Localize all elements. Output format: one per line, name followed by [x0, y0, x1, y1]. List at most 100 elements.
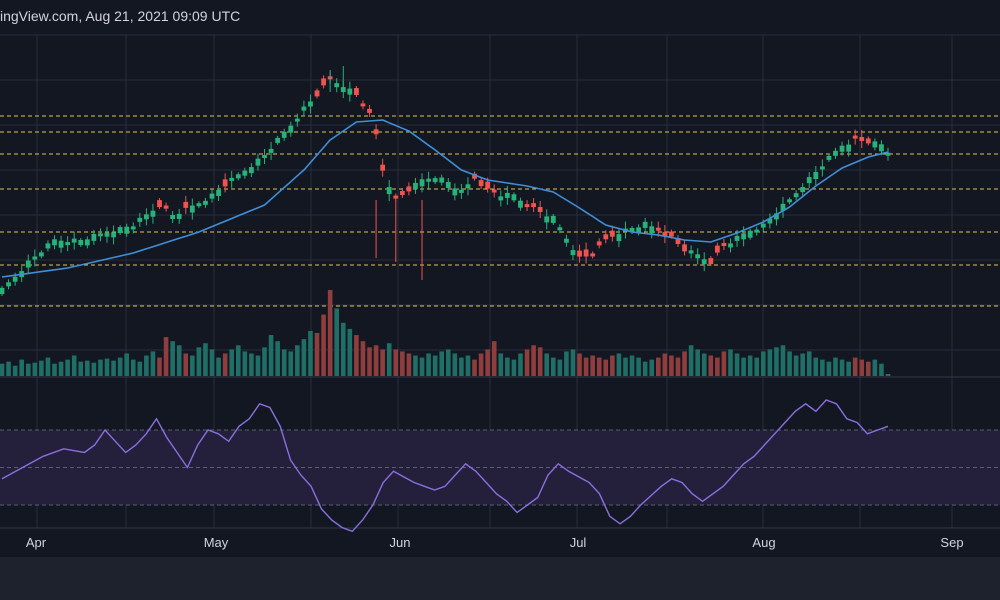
rsi-pane: [0, 399, 1000, 533]
candle-body: [833, 150, 838, 156]
candle-body: [367, 108, 372, 113]
candle-body: [741, 233, 747, 240]
volume-bar: [465, 355, 471, 376]
volume-bar: [688, 345, 694, 376]
volume-bar: [682, 351, 687, 376]
candle-body: [288, 125, 294, 133]
volume-bar: [314, 333, 320, 376]
candle-body: [52, 239, 57, 246]
volume-bar: [583, 357, 589, 376]
volume-bar: [846, 361, 851, 376]
volume-bar: [774, 347, 779, 376]
volume-bar: [124, 353, 129, 376]
candle-body: [872, 141, 878, 148]
volume-bar: [537, 347, 543, 376]
volume-bar: [813, 357, 819, 376]
x-tick-label: Apr: [26, 535, 47, 550]
volume-bar: [400, 351, 405, 376]
volume-bar: [695, 349, 700, 376]
candle-body: [760, 223, 766, 228]
candle-body: [655, 227, 661, 231]
volume-bar: [130, 359, 136, 376]
volume-bar: [65, 359, 70, 376]
candle-body: [78, 240, 84, 245]
volume-bar: [39, 360, 44, 376]
candle-body: [373, 129, 379, 135]
volume-bar: [32, 362, 38, 376]
candle-body: [557, 227, 563, 231]
volume-bar: [275, 341, 280, 376]
candle-body: [504, 192, 510, 198]
volume-bar: [636, 357, 641, 376]
candle-body: [301, 106, 307, 111]
volume-bar: [242, 351, 248, 376]
candle-body: [196, 203, 202, 207]
volume-bar: [879, 363, 884, 376]
candle-body: [117, 227, 123, 234]
volume-bar: [603, 359, 609, 376]
candle-body: [393, 195, 399, 199]
volume-bar: [721, 351, 727, 376]
volume-bar: [866, 361, 871, 376]
candle-body: [360, 103, 366, 107]
candle-body: [859, 137, 865, 141]
volume-bar: [367, 347, 372, 376]
volume-bar: [872, 359, 878, 376]
candle-body: [747, 230, 753, 238]
volume-bar: [859, 359, 865, 376]
volume-bar: [157, 357, 162, 376]
volume-bar: [163, 337, 169, 376]
candle-body: [170, 215, 176, 219]
volume-bar: [485, 349, 490, 376]
volume-bar: [596, 357, 602, 376]
candle-body: [399, 191, 405, 195]
volume-bar: [334, 308, 340, 376]
volume-bar: [183, 353, 189, 376]
volume-bar: [505, 357, 510, 376]
volume-bar: [741, 357, 746, 376]
volume-bar: [577, 353, 582, 376]
volume-bar: [144, 355, 149, 376]
volume-bar: [419, 357, 425, 376]
candle-body: [294, 118, 300, 122]
candle-body: [176, 213, 182, 219]
volume-bar: [675, 357, 681, 376]
volume-bar: [491, 341, 497, 376]
candle-body: [662, 232, 668, 237]
volume-bar: [806, 351, 812, 376]
candle-body: [347, 88, 353, 95]
candle-body: [235, 174, 241, 179]
candle-body: [58, 240, 64, 248]
candle-body: [649, 226, 655, 234]
candle-body: [616, 234, 622, 242]
volume-bar: [373, 345, 379, 376]
candle-body: [531, 203, 536, 208]
candle-body: [603, 234, 609, 240]
volume-bar: [754, 357, 760, 376]
candle-body: [12, 276, 18, 282]
candle-body: [852, 135, 858, 139]
candle-body: [577, 250, 582, 257]
volume-bar: [196, 347, 202, 376]
candle-body: [472, 173, 477, 179]
x-tick-label: Jun: [390, 535, 411, 550]
volume-bar: [209, 349, 215, 376]
volume-bar: [249, 353, 254, 376]
volume-bar: [734, 353, 740, 376]
volume-bar: [557, 359, 563, 376]
candle-body: [728, 243, 733, 248]
candle-body: [590, 253, 596, 257]
volume-bar: [393, 349, 399, 376]
volume-bar: [833, 357, 838, 376]
candle-body: [564, 238, 569, 243]
volume-bar: [531, 345, 536, 376]
volume-bar: [452, 353, 458, 376]
candle-body: [819, 166, 825, 170]
candle-body: [426, 178, 431, 182]
candle-body: [413, 182, 418, 189]
candle-body: [229, 177, 235, 181]
volume-bar: [281, 349, 287, 376]
candlestick-series: [0, 66, 891, 296]
volume-bar: [610, 355, 615, 376]
volume-bar: [380, 349, 385, 376]
